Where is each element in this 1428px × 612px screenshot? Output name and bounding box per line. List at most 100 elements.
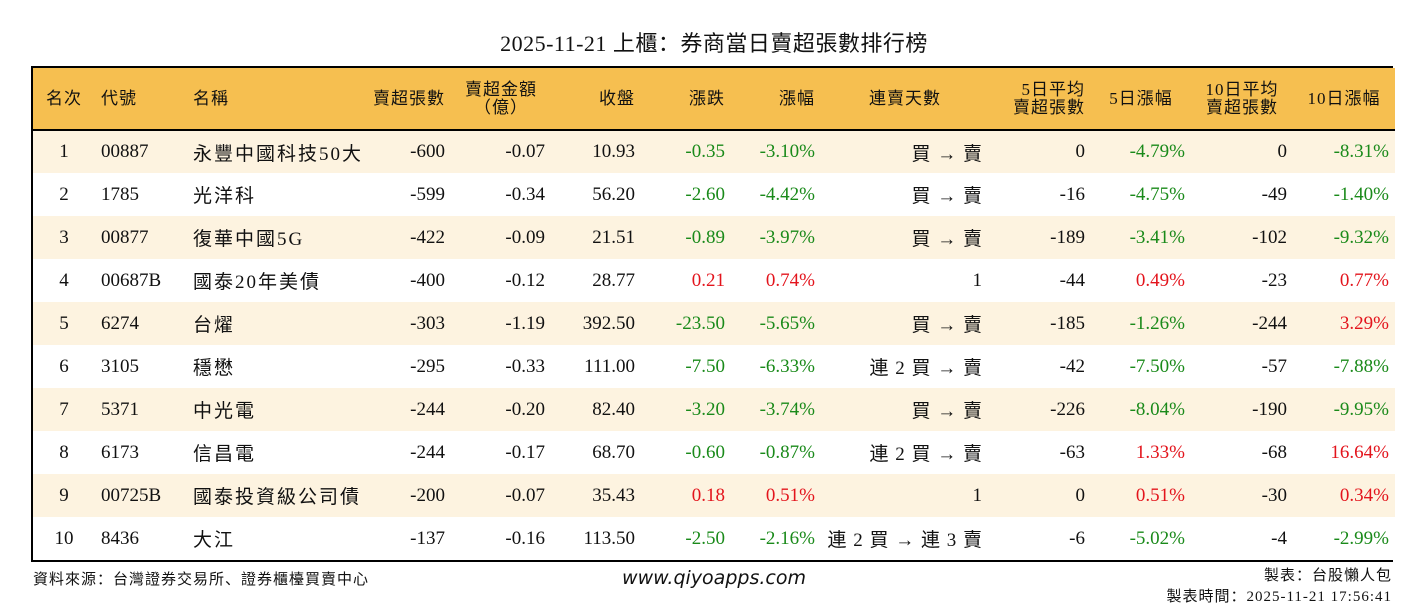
table-row[interactable]: 6 3105 穩懋 -295 -0.33 111.00 -7.50 -6.33% 連 2 買 →…: [33, 345, 1395, 388]
cell-change: 0.18: [691, 484, 725, 506]
cell-streak: 買 → 賣: [911, 229, 983, 250]
page-title: 2025-11-21 上櫃：券商當日賣超張數排行榜: [500, 31, 928, 56]
cell-avg10: -23: [1261, 269, 1287, 291]
cell-name: 穩懋: [193, 358, 236, 379]
header-avg5-line2: 賣超張數: [1013, 97, 1085, 117]
cell-streak: 連 2 買 → 賣: [869, 358, 983, 379]
cell-streak: 買 → 賣: [911, 186, 983, 207]
cell-close: 111.00: [584, 355, 635, 377]
cell-pct5: -1.26%: [1129, 312, 1185, 334]
header-rank[interactable]: 名次: [46, 88, 82, 108]
table-row[interactable]: 10 8436 大江 -137 -0.16 113.50 -2.50 -2.16% 連 2 買 …: [33, 517, 1395, 560]
cell-pct5: 1.33%: [1135, 441, 1185, 463]
made-time: 製表時間：2025-11-21 17:56:41: [1166, 589, 1392, 605]
cell-code: 00687B: [101, 269, 162, 291]
cell-sell-lots: -295: [410, 355, 445, 377]
cell-change-pct: -5.65%: [759, 312, 815, 334]
cell-pct5: -4.75%: [1129, 183, 1185, 205]
table-body: 1 00887 永豐中國科技50大 -600 -0.07 10.93 -0.35 -3.10%…: [33, 130, 1395, 560]
cell-avg10: -68: [1261, 441, 1287, 463]
cell-pct10: -9.95%: [1333, 398, 1389, 420]
table-row[interactable]: 2 1785 光洋科 -599 -0.34 56.20 -2.60 -4.42% 買 → 賣 -1…: [33, 173, 1395, 216]
cell-rank: 4: [59, 269, 69, 291]
header-pct5[interactable]: 5日漲幅: [1109, 88, 1173, 108]
cell-streak: 買 → 賣: [911, 315, 983, 336]
cell-change-pct: -3.10%: [759, 141, 815, 162]
cell-avg10: -102: [1252, 226, 1287, 248]
cell-change: 0.21: [691, 269, 725, 291]
footer-credits: 製表：台股懶人包 製表時間：2025-11-21 17:56:41: [1166, 566, 1392, 608]
cell-name: 永豐中國科技50大: [193, 143, 364, 165]
cell-sell-lots: -244: [410, 398, 445, 420]
cell-name: 中光電: [193, 401, 257, 422]
cell-close: 113.50: [583, 527, 635, 549]
cell-rank: 3: [59, 226, 69, 248]
table-row[interactable]: 4 00687B 國泰20年美債 -400 -0.12 28.77 0.21 0.74% 1 -4…: [33, 259, 1395, 302]
table-row[interactable]: 1 00887 永豐中國科技50大 -600 -0.07 10.93 -0.35 -3.10%…: [33, 130, 1395, 173]
cell-close: 392.50: [582, 312, 635, 334]
cell-avg10: 0: [1277, 141, 1288, 162]
cell-pct10: -9.32%: [1333, 226, 1389, 248]
cell-name: 光洋科: [193, 186, 257, 207]
cell-pct10: 0.34%: [1339, 484, 1389, 506]
header-streak[interactable]: 連賣天數: [869, 88, 941, 108]
cell-change: -2.50: [685, 527, 725, 549]
header-sell-amount-line1: 賣超金額: [465, 79, 537, 99]
header-pct10[interactable]: 10日漲幅: [1307, 88, 1381, 108]
header-change-pct[interactable]: 漲幅: [779, 88, 815, 108]
cell-pct10: 16.64%: [1330, 441, 1389, 463]
cell-change: -0.60: [685, 441, 725, 463]
cell-change: -2.60: [685, 183, 725, 205]
cell-avg10: -190: [1252, 398, 1287, 420]
cell-change-pct: 0.74%: [765, 269, 815, 291]
cell-pct5: -8.04%: [1129, 398, 1185, 420]
cell-change-pct: -3.97%: [759, 226, 815, 248]
cell-sell-lots: -137: [410, 527, 445, 549]
cell-code: 00887: [101, 141, 149, 162]
cell-change-pct: 0.51%: [765, 484, 815, 506]
cell-sell-amount: -0.34: [505, 183, 545, 205]
cell-sell-amount: -0.17: [505, 441, 545, 463]
cell-code: 6173: [101, 441, 139, 463]
table-row[interactable]: 3 00877 復華中國5G -422 -0.09 21.51 -0.89 -3.97% 買 →…: [33, 216, 1395, 259]
cell-avg5: -189: [1050, 226, 1085, 248]
cell-streak: 買 → 賣: [911, 143, 983, 165]
cell-close: 28.77: [592, 269, 635, 291]
header-sell-amount[interactable]: 賣超金額 （億）: [451, 68, 551, 130]
table-row[interactable]: 9 00725B 國泰投資級公司債 -200 -0.07 35.43 0.18 0.51% 1 0…: [33, 474, 1395, 517]
header-name[interactable]: 名稱: [193, 88, 229, 108]
cell-change: -7.50: [685, 355, 725, 377]
cell-avg5: -63: [1059, 441, 1085, 463]
cell-rank: 5: [59, 312, 69, 334]
cell-sell-lots: -200: [410, 484, 445, 506]
header-avg5-line1: 5日平均: [1021, 79, 1085, 99]
header-avg10[interactable]: 10日平均 賣超張數: [1191, 68, 1293, 130]
cell-name: 大江: [193, 530, 236, 551]
header-sell-lots[interactable]: 賣超張數: [373, 88, 445, 108]
cell-change-pct: -0.87%: [759, 441, 815, 463]
table-row[interactable]: 8 6173 信昌電 -244 -0.17 68.70 -0.60 -0.87% 連 2 買 →…: [33, 431, 1395, 474]
header-close[interactable]: 收盤: [599, 88, 635, 108]
table-row[interactable]: 7 5371 中光電 -244 -0.20 82.40 -3.20 -3.74% 買 → 賣 -2…: [33, 388, 1395, 431]
website-link[interactable]: www.qiyoapps.com: [622, 567, 806, 589]
cell-sell-lots: -599: [410, 183, 445, 205]
cell-sell-lots: -400: [410, 269, 445, 291]
header-change[interactable]: 漲跌: [689, 88, 725, 108]
table-row[interactable]: 5 6274 台燿 -303 -1.19 392.50 -23.50 -5.65% 買 → 賣 -…: [33, 302, 1395, 345]
cell-avg5: -44: [1059, 269, 1085, 291]
cell-sell-lots: -303: [410, 312, 445, 334]
cell-close: 56.20: [592, 183, 635, 205]
ranking-table: 名次 代號 名稱 賣超張數 賣超金額 （億） 收盤 漲跌 漲幅 連賣天數 5日平…: [33, 68, 1395, 560]
cell-sell-amount: -1.19: [505, 312, 545, 334]
cell-rank: 2: [59, 183, 69, 205]
cell-change: -3.20: [685, 398, 725, 420]
header-code[interactable]: 代號: [101, 88, 137, 108]
cell-avg5: -226: [1050, 398, 1085, 420]
table-header-row: 名次 代號 名稱 賣超張數 賣超金額 （億） 收盤 漲跌 漲幅 連賣天數 5日平…: [33, 68, 1395, 130]
cell-rank: 7: [59, 398, 69, 420]
header-avg5[interactable]: 5日平均 賣超張數: [989, 68, 1091, 130]
cell-close: 82.40: [592, 398, 635, 420]
cell-code: 5371: [101, 398, 139, 420]
cell-pct5: -5.02%: [1129, 527, 1185, 549]
cell-code: 00877: [101, 226, 149, 248]
